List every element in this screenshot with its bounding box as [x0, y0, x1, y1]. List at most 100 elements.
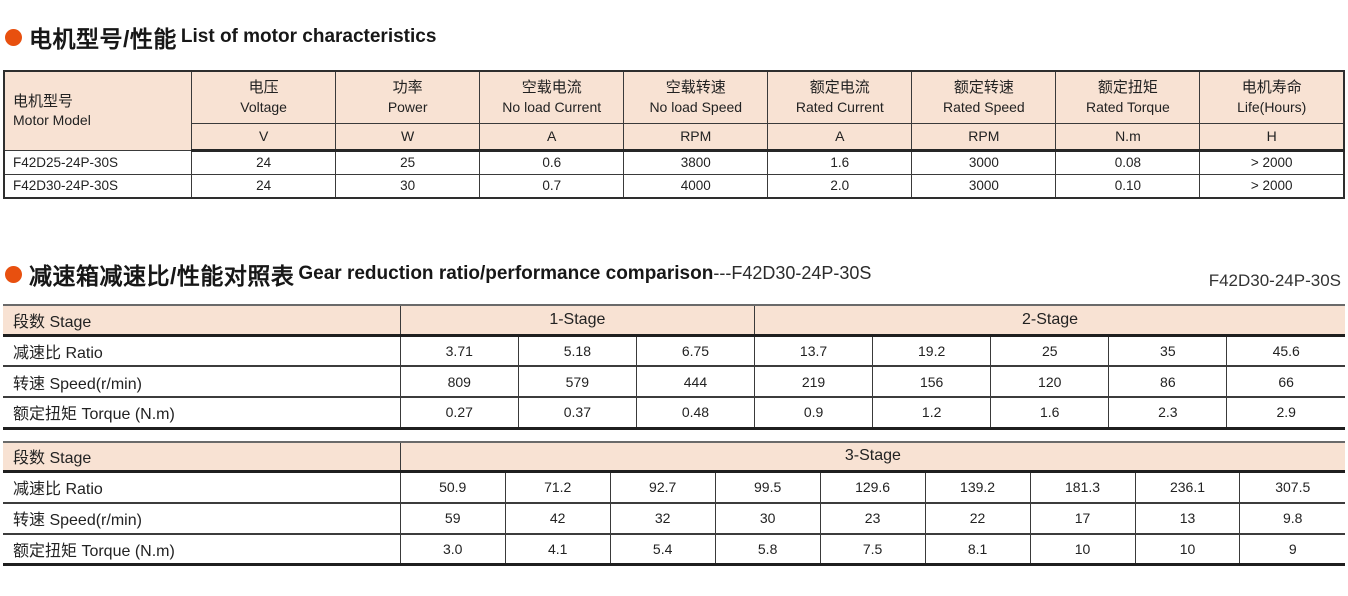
model-label-right: F42D30-24P-30S [1208, 271, 1341, 290]
gear-table-row: 转速 Speed(r/min) 809 579 444 219 156 120 86 66 [3, 366, 1345, 397]
gear-value-cell: 5.8 [714, 533, 821, 565]
motor-column-header: 额定扭矩 Rated Torque [1055, 70, 1201, 124]
gear-table-stage3: 段数 Stage 3-Stage 减速比 Ratio 50.9 71.2 92.7 99… [3, 441, 1345, 567]
motor-column-unit: A [767, 122, 913, 152]
motor-column-header: 额定转速 Rated Speed [911, 70, 1057, 124]
gear-value-cell: 156 [872, 366, 991, 397]
orange-bullet-icon [5, 265, 22, 283]
motor-value-cell: 3000 [911, 149, 1057, 175]
gear-row-label: 减速比 Ratio [13, 344, 103, 362]
section2-title-suffix: ---F42D30-24P-30S [713, 263, 872, 283]
motor-model-header-zh: 电机型号 [13, 92, 74, 110]
gear-value-cell: 42 [504, 502, 611, 534]
gear-value-cell: 5.18 [517, 335, 637, 366]
motor-model-header-en: Motor Model [13, 112, 91, 129]
gear-row-label: 转速 Speed(r/min) [13, 512, 142, 529]
stage-group-header: 1-Stage [399, 305, 755, 335]
gear-value-cell: 9 [1239, 533, 1345, 565]
gear-value-cell: 17 [1029, 502, 1136, 534]
motor-column-unit: W [335, 122, 481, 152]
motor-value-cell: 0.6 [479, 149, 625, 175]
motor-value-cell: 3000 [911, 173, 1057, 199]
motor-value-cell: 30 [335, 173, 481, 199]
gear-value-cell: 2.3 [1108, 397, 1227, 428]
motor-column-header-en: Rated Current [795, 98, 884, 115]
motor-column-header-zh: 功率 [392, 79, 423, 97]
gear-value-cell: 45.6 [1226, 335, 1345, 366]
gear-value-cell: 139.2 [924, 471, 1031, 503]
gear-value-cell: 8.1 [924, 533, 1031, 565]
motor-table-body: F42D25-24P-30S 24 25 0.6 3800 1.6 3000 0.08 > 20… [3, 149, 1345, 199]
gear-value-cell: 10 [1134, 533, 1240, 565]
gear-value-cell: 236.1 [1134, 471, 1240, 503]
motor-column-header-zh: 额定转速 [953, 79, 1014, 97]
section2-title-en: Gear reduction ratio/performance compari… [298, 263, 872, 284]
gear-value-cell: 219 [753, 366, 873, 397]
motor-column-unit: A [479, 122, 625, 152]
motor-value-cell: 4000 [623, 173, 769, 199]
gear-table-row: 转速 Speed(r/min) 59 42 32 30 23 22 17 13 9.8 [3, 502, 1345, 534]
gear-value-cell: 32 [609, 502, 716, 534]
motor-column-header-zh: 空载电流 [521, 79, 582, 97]
motor-column-header-en: Life(Hours) [1237, 98, 1307, 115]
motor-column-unit: RPM [623, 122, 769, 152]
motor-column-header-en: Rated Torque [1085, 98, 1170, 115]
gear-value-cell: 0.48 [635, 397, 755, 428]
motor-column-header-en: No load Speed [649, 98, 743, 115]
motor-column-unit: H [1199, 122, 1345, 152]
section2-title-zh: 减速箱减速比/性能对照表 [29, 263, 295, 289]
stage-header-cell: 段数 Stage [3, 441, 401, 472]
motor-column-header-zh: 空载转速 [665, 79, 726, 97]
gear-value-cell: 3.0 [399, 533, 506, 565]
motor-model-cell: F42D25-24P-30S [3, 149, 193, 175]
gear-table-header: 段数 Stage 1-Stage 2-Stage [3, 305, 1345, 335]
gear-value-cell: 444 [635, 366, 755, 397]
motor-value-cell: 2.0 [767, 173, 913, 199]
gear-value-cell: 2.9 [1226, 397, 1345, 428]
motor-column-header: 功率 Power [335, 70, 481, 124]
gear-value-cell: 7.5 [819, 533, 926, 565]
gear-row-label: 转速 Speed(r/min) [13, 375, 142, 393]
gear-value-cell: 5.4 [609, 533, 716, 565]
motor-column-header-en: Voltage [240, 98, 287, 115]
motor-table-row: F42D30-24P-30S 24 30 0.7 4000 2.0 3000 0.10 > 20… [3, 173, 1345, 199]
stage-group-header: 3-Stage [399, 441, 1345, 472]
gear-table-header: 段数 Stage 3-Stage [3, 441, 1345, 472]
motor-model-header: 电机型号 Motor Model [3, 70, 193, 151]
motor-table-row: F42D25-24P-30S 24 25 0.6 3800 1.6 3000 0.08 > 20… [3, 149, 1345, 175]
gear-value-cell: 0.9 [753, 397, 873, 428]
gear-value-cell: 307.5 [1239, 471, 1345, 503]
motor-model-cell: F42D30-24P-30S [3, 173, 193, 199]
section1-title-en: List of motor characteristics [180, 26, 437, 47]
motor-value-cell: 1.6 [767, 149, 913, 175]
gear-table-row: 减速比 Ratio 3.71 5.18 6.75 13.7 19.2 25 35 45.6 [3, 335, 1345, 366]
section2-title-row: 减速箱减速比/性能对照表 Gear reduction ratio/perfor… [3, 257, 1345, 291]
motor-column-header-zh: 额定扭矩 [1097, 79, 1158, 97]
gear-value-cell: 13 [1134, 502, 1240, 534]
gear-value-cell: 25 [990, 335, 1109, 366]
gear-value-cell: 0.37 [517, 397, 637, 428]
gear-value-cell: 22 [924, 502, 1031, 534]
motor-column-header-zh: 额定电流 [809, 79, 870, 97]
gear-value-cell: 181.3 [1029, 471, 1136, 503]
gear-value-cell: 120 [990, 366, 1109, 397]
gear-value-cell: 50.9 [399, 471, 506, 503]
motor-column-header: 电机寿命 Life(Hours) [1199, 70, 1345, 124]
motor-header-units: V W A RPM A RPM N.m H [4, 122, 1345, 152]
gear-value-cell: 809 [399, 366, 519, 397]
section1-title-zh: 电机型号/性能 [29, 26, 177, 52]
motor-column-unit: V [191, 122, 337, 152]
motor-value-cell: 0.08 [1055, 149, 1201, 175]
gear-value-cell: 1.2 [872, 397, 991, 428]
gear-row-label: 减速比 Ratio [13, 481, 103, 499]
gear-value-cell: 9.8 [1239, 502, 1345, 534]
gear-row-label: 额定扭矩 Torque (N.m) [13, 542, 175, 560]
gear-table-row: 额定扭矩 Torque (N.m) 3.0 4.1 5.4 5.8 7.5 8.1 10 10 9 [3, 533, 1345, 565]
motor-characteristics-table: 电机型号 Motor Model 电压 Voltage 功率 Power 空载电流 No … [3, 70, 1345, 199]
motor-value-cell: > 2000 [1199, 173, 1345, 199]
motor-column-unit: RPM [911, 122, 1057, 152]
gear-table-stage1-2: 段数 Stage 1-Stage 2-Stage 减速比 Ratio 3.71 5.1… [3, 304, 1345, 430]
motor-header-names: 电机型号 Motor Model 电压 Voltage 功率 Power 空载电流 No … [3, 70, 1345, 151]
gear-value-cell: 13.7 [753, 335, 873, 366]
gear-value-cell: 6.75 [635, 335, 755, 366]
